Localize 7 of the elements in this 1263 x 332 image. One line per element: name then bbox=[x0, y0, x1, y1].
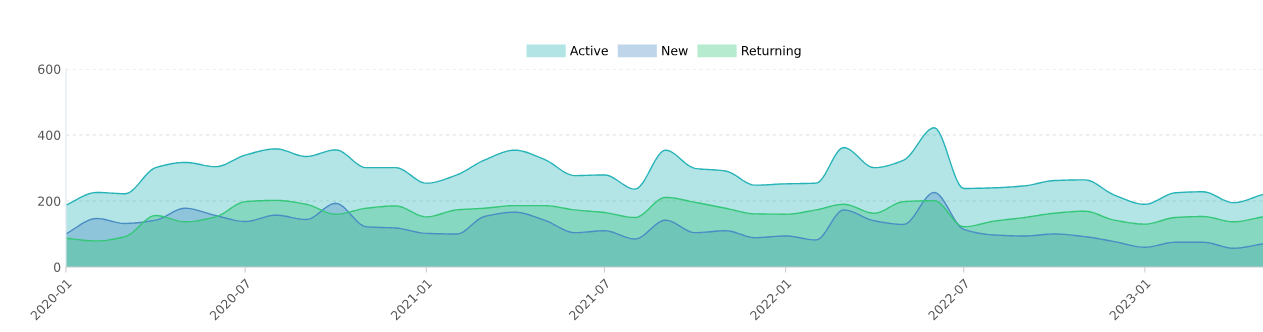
y-tick-label: 400 bbox=[37, 130, 61, 140]
y-tick-label: 0 bbox=[54, 262, 61, 272]
y-tick-label: 600 bbox=[38, 64, 61, 74]
legend-label: Returning bbox=[742, 45, 801, 58]
legend-label: New bbox=[662, 46, 688, 56]
y-tick-label: 200 bbox=[38, 196, 61, 206]
legend-label: Active bbox=[569, 45, 608, 56]
